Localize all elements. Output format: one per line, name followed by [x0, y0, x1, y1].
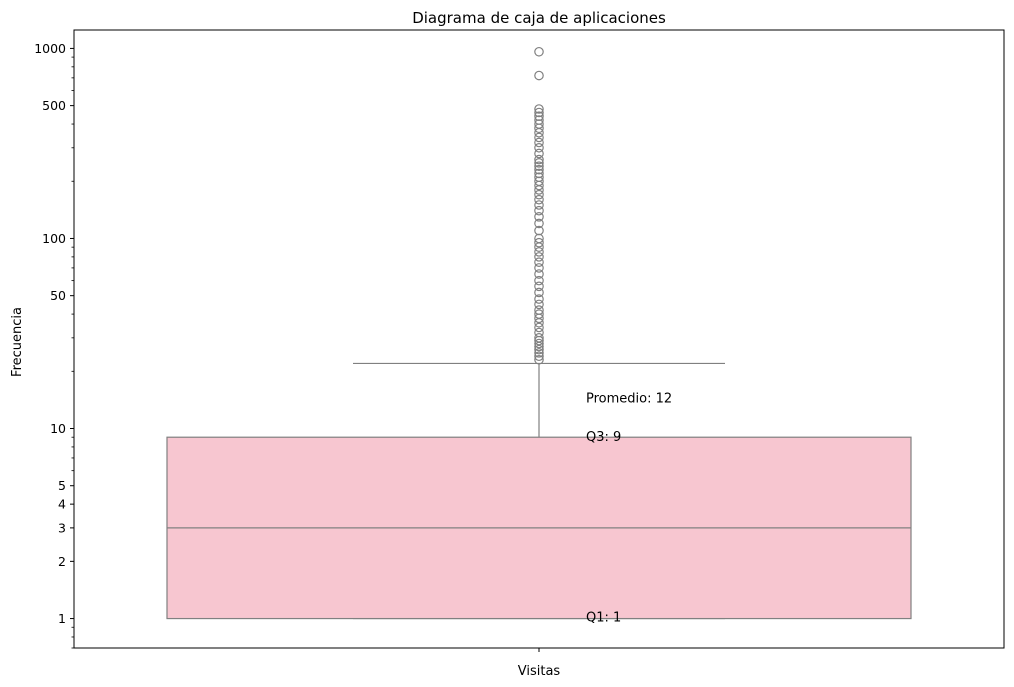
outlier-point	[534, 257, 544, 268]
outlier-point	[534, 70, 544, 81]
y-tick-label: 3	[58, 520, 66, 535]
outlier-point	[534, 161, 544, 172]
outlier-point	[534, 185, 544, 195]
outlier-point	[534, 263, 544, 273]
outlier-point	[534, 212, 544, 222]
outlier-point	[534, 132, 544, 143]
outlier-point	[534, 247, 544, 257]
outlier-point	[534, 237, 544, 248]
outlier-point	[534, 299, 544, 310]
outlier-point	[534, 46, 544, 57]
outlier-point	[534, 189, 544, 200]
outlier-point	[534, 351, 544, 362]
outlier-point	[534, 287, 544, 298]
y-tick-label: 500	[42, 98, 66, 113]
outlier-point	[534, 137, 544, 148]
outlier-point	[534, 148, 544, 159]
outlier-point	[534, 252, 544, 262]
y-tick-label: 50	[50, 288, 66, 303]
y-tick-label: 1	[58, 611, 66, 626]
y-tick-label: 100	[42, 231, 66, 246]
x-tick-label: Visitas	[518, 664, 561, 679]
outlier-point	[534, 344, 544, 355]
outlier-point	[534, 154, 544, 165]
chart-title: Diagrama de caja de aplicaciones	[412, 9, 666, 27]
outlier-point	[534, 322, 544, 333]
outlier-point	[534, 104, 544, 114]
outlier-point	[534, 354, 544, 365]
outlier-point	[534, 180, 544, 191]
outlier-point	[534, 200, 544, 210]
outlier-point	[534, 242, 544, 252]
y-tick-label: 4	[58, 497, 66, 512]
axes-frame	[73, 29, 1005, 649]
y-tick-label: 10	[50, 421, 66, 436]
outlier-point	[534, 127, 544, 138]
outlier-point	[534, 348, 544, 358]
outlier-point	[534, 317, 544, 328]
annotation-label: Q3: 9	[586, 430, 621, 445]
outlier-point	[534, 341, 544, 352]
outlier-point	[534, 123, 544, 134]
outlier-point	[534, 194, 544, 205]
outlier-point	[534, 335, 544, 346]
outlier-point	[534, 158, 544, 168]
y-tick-label: 1000	[34, 41, 66, 56]
outlier-point	[534, 281, 544, 292]
outlier-point	[534, 107, 544, 118]
outlier-point	[534, 142, 544, 153]
annotation-label: Promedio: 12	[586, 391, 672, 406]
outlier-point	[534, 269, 544, 279]
outlier-point	[534, 218, 544, 229]
outlier-point	[534, 275, 544, 286]
outlier-point	[534, 205, 544, 216]
y-tick-label: 5	[58, 478, 66, 493]
outlier-point	[534, 313, 544, 324]
y-tick-label: 2	[58, 554, 66, 569]
outlier-point	[534, 164, 544, 175]
y-axis-label: Frecuencia	[10, 307, 25, 377]
plot-area: 1 2 3 4 5 10 50 100 500 1000 Promedio: 12 Q3: 9 Q1: …	[34, 41, 912, 652]
outlier-point	[534, 338, 544, 349]
annotation-label: Q1: 1	[586, 611, 621, 626]
outlier-point	[534, 294, 544, 304]
